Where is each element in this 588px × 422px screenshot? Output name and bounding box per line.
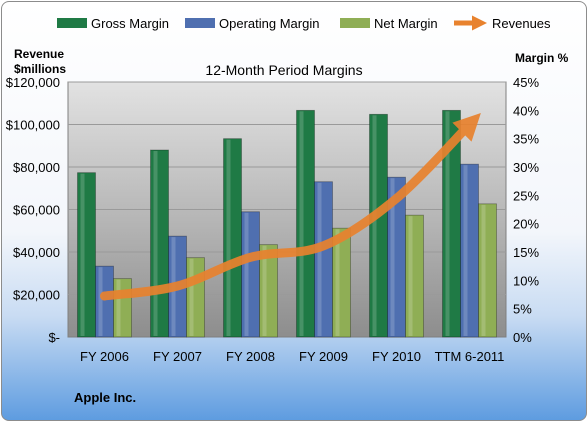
legend-label-gross-margin: Gross Margin: [91, 16, 169, 31]
bar-highlight-net-margin: [481, 204, 486, 336]
bar-net-margin: [186, 257, 205, 338]
bar-net-margin: [259, 244, 278, 338]
bar-highlight-net-margin: [262, 245, 267, 336]
left-tick-label: $60,000: [13, 203, 60, 218]
right-axis-label: Margin %: [515, 51, 569, 65]
right-tick-label: 10%: [513, 273, 539, 288]
bar-highlight-operating-margin: [244, 212, 249, 336]
bar-operating-margin: [314, 181, 333, 338]
right-tick-label: 20%: [513, 217, 539, 232]
legend-swatch-operating-margin: [185, 18, 215, 28]
bar-gross-margin: [296, 109, 315, 338]
right-tick-label: 0%: [513, 330, 532, 345]
left-tick-label: $-: [48, 330, 60, 345]
category-label: FY 2008: [226, 349, 275, 364]
bar-net-margin: [405, 214, 424, 338]
left-axis-label-line-1: Revenue: [14, 47, 64, 61]
legend-label-operating-margin: Operating Margin: [219, 16, 319, 31]
right-tick-label: 45%: [513, 75, 539, 90]
left-tick-label: $40,000: [13, 245, 60, 260]
bar-highlight-operating-margin: [317, 182, 322, 336]
bar-highlight-net-margin: [189, 258, 194, 336]
bar-highlight-gross-margin: [153, 151, 158, 336]
category-label: TTM 6-2011: [435, 349, 505, 364]
revenue-line-layer: [100, 112, 481, 301]
category-axis-ticks: FY 2006 FY 2007 FY 2008 FY 2009 FY 2010 TTM 6…: [80, 349, 504, 364]
bar-highlight-operating-margin: [98, 267, 103, 336]
right-tick-label: 30%: [513, 160, 539, 175]
right-tick-label: 35%: [513, 132, 539, 147]
left-tick-label: $80,000: [13, 160, 60, 175]
bar-gross-margin: [77, 172, 96, 338]
category-label: FY 2007: [153, 349, 202, 364]
category-label: FY 2009: [299, 349, 348, 364]
bar-net-margin: [478, 203, 497, 338]
revenue-line: [100, 112, 481, 301]
category-label: FY 2006: [80, 349, 129, 364]
bar-highlight-gross-margin: [80, 173, 85, 336]
left-tick-label: $100,000: [6, 118, 60, 133]
right-tick-label: 25%: [513, 188, 539, 203]
bar-operating-margin: [95, 265, 114, 338]
bar-net-margin: [332, 227, 351, 338]
bar-highlight-gross-margin: [299, 111, 304, 336]
right-tick-label: 15%: [513, 245, 539, 260]
left-tick-label: $120,000: [6, 75, 60, 90]
bar-net-margin: [113, 278, 132, 338]
right-tick-label: 40%: [513, 103, 539, 118]
left-axis-label-line-2: $millions: [14, 62, 66, 76]
bar-highlight-net-margin: [116, 279, 121, 336]
bar-gross-margin: [223, 138, 242, 338]
bar-highlight-gross-margin: [445, 111, 450, 336]
legend-swatch-gross-margin: [57, 18, 87, 28]
bar-highlight-gross-margin: [372, 115, 377, 336]
bar-highlight-net-margin: [335, 229, 340, 336]
bar-operating-margin: [241, 211, 260, 338]
chart-title: 12-Month Period Margins: [205, 62, 362, 78]
left-tick-label: $20,000: [13, 288, 60, 303]
company-name: Apple Inc.: [74, 390, 136, 405]
bar-highlight-operating-margin: [390, 178, 395, 336]
bar-operating-margin: [460, 163, 479, 338]
right-axis-ticks: 0% 5% 10% 15% 20% 25% 30% 35% 40% 45%: [513, 75, 539, 345]
legend-label-revenues: Revenues: [492, 16, 551, 31]
bar-gross-margin: [369, 113, 388, 338]
bar-highlight-gross-margin: [226, 139, 231, 336]
right-tick-label: 5%: [513, 302, 532, 317]
legend-swatch-net-margin: [340, 18, 370, 28]
legend: Gross Margin Operating Margin Net Margin…: [57, 15, 551, 31]
left-axis-ticks: $- $20,000 $40,000 $60,000 $80,000 $100,000 $1…: [6, 75, 60, 345]
bar-gross-margin: [150, 149, 169, 338]
category-label: FY 2010: [372, 349, 421, 364]
legend-label-net-margin: Net Margin: [374, 16, 438, 31]
bar-highlight-operating-margin: [463, 165, 468, 336]
bar-highlight-net-margin: [408, 216, 413, 336]
